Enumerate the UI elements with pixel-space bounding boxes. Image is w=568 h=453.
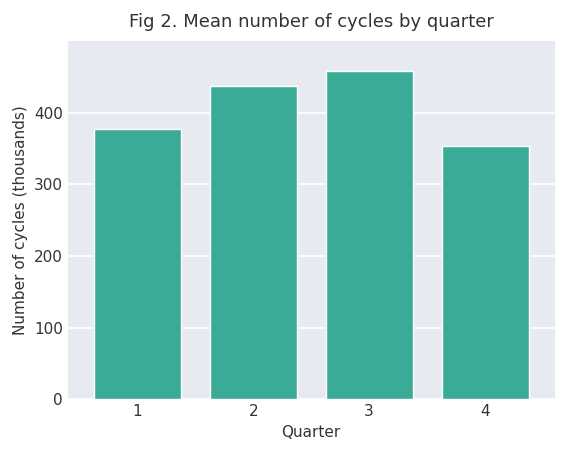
X-axis label: Quarter: Quarter: [282, 424, 341, 440]
Bar: [325, 71, 412, 399]
Bar: [94, 129, 181, 399]
Title: Fig 2. Mean number of cycles by quarter: Fig 2. Mean number of cycles by quarter: [129, 13, 494, 31]
Bar: [210, 87, 296, 399]
Y-axis label: Number of cycles (thousands): Number of cycles (thousands): [13, 106, 28, 335]
Bar: [442, 146, 529, 399]
